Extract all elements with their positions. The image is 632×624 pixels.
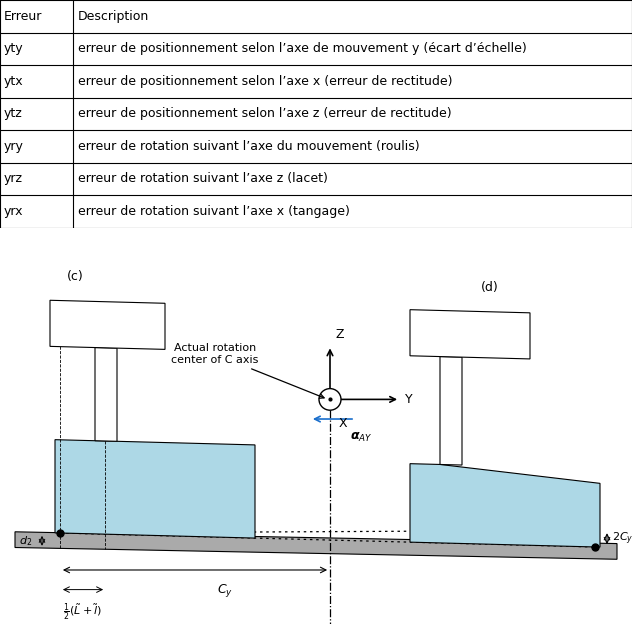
Polygon shape	[410, 464, 600, 547]
Polygon shape	[50, 300, 165, 349]
Circle shape	[319, 389, 341, 410]
Text: erreur de positionnement selon l’axe x (erreur de rectitude): erreur de positionnement selon l’axe x (…	[78, 75, 453, 88]
Text: (c): (c)	[66, 270, 83, 283]
Text: X: X	[339, 417, 348, 430]
Text: erreur de rotation suivant l’axe z (lacet): erreur de rotation suivant l’axe z (lace…	[78, 172, 327, 185]
Text: Erreur: Erreur	[4, 10, 42, 22]
Text: Z: Z	[335, 328, 344, 341]
Text: $\boldsymbol{\alpha}_{AY}$: $\boldsymbol{\alpha}_{AY}$	[350, 431, 373, 444]
Text: $d_2$: $d_2$	[19, 534, 32, 548]
Text: Description: Description	[78, 10, 149, 22]
Text: yry: yry	[4, 140, 23, 153]
Text: yrz: yrz	[4, 172, 23, 185]
Text: ytz: ytz	[4, 107, 23, 120]
Text: $C_y$: $C_y$	[217, 582, 233, 599]
Text: ytx: ytx	[4, 75, 23, 88]
Polygon shape	[15, 532, 617, 559]
Text: Actual rotation
center of C axis: Actual rotation center of C axis	[171, 343, 324, 398]
Text: yrx: yrx	[4, 205, 23, 218]
Text: (d): (d)	[481, 281, 499, 294]
Text: $\frac{1}{2}(\tilde{L}+\tilde{l})$: $\frac{1}{2}(\tilde{L}+\tilde{l})$	[63, 602, 102, 622]
Text: yty: yty	[4, 42, 23, 56]
Polygon shape	[95, 348, 117, 441]
Text: erreur de rotation suivant l’axe du mouvement (roulis): erreur de rotation suivant l’axe du mouv…	[78, 140, 420, 153]
Polygon shape	[410, 310, 530, 359]
Text: Y: Y	[405, 393, 413, 406]
Text: erreur de positionnement selon l’axe de mouvement y (écart d’échelle): erreur de positionnement selon l’axe de …	[78, 42, 526, 56]
Text: erreur de positionnement selon l’axe z (erreur de rectitude): erreur de positionnement selon l’axe z (…	[78, 107, 451, 120]
Text: $2C_y\boldsymbol{\alpha}_{AY}$: $2C_y\boldsymbol{\alpha}_{AY}$	[612, 530, 632, 547]
Text: erreur de rotation suivant l’axe x (tangage): erreur de rotation suivant l’axe x (tang…	[78, 205, 349, 218]
Polygon shape	[55, 440, 255, 538]
Polygon shape	[440, 356, 462, 465]
